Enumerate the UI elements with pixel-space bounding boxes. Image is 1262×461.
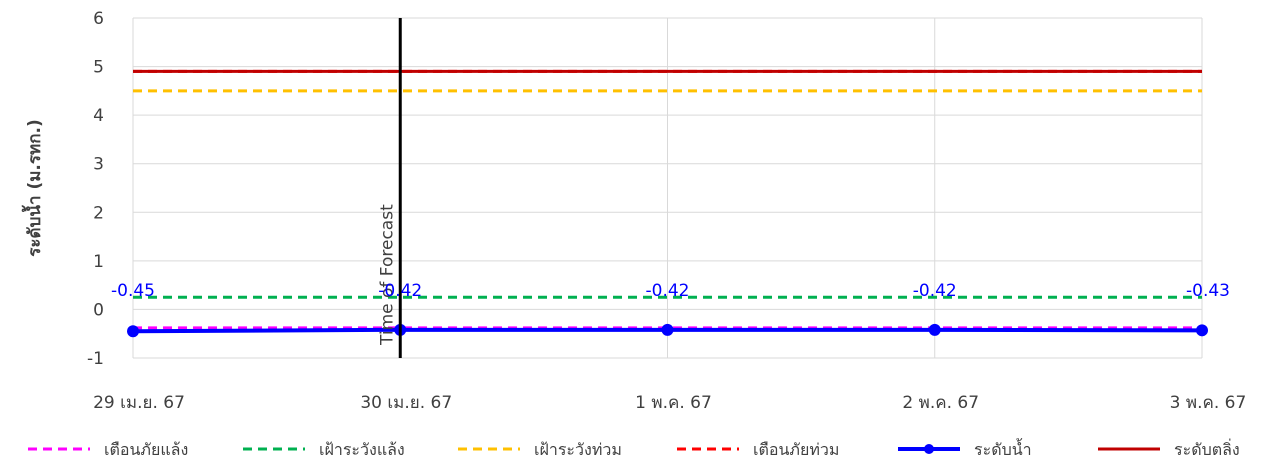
- legend-label: เตือนภัยแล้ง: [104, 440, 188, 459]
- y-tick-label: 3: [93, 155, 104, 175]
- data-point: [127, 325, 139, 338]
- grid: [132, 17, 1203, 359]
- data-label: -0.45: [111, 281, 155, 301]
- legend-label: เตือนภัยท่วม: [753, 440, 839, 459]
- x-tick-label: 2 พ.ค. 67: [902, 393, 979, 413]
- y-axis-ticks: -1 0 1 2 3 4 5 6: [87, 9, 104, 369]
- x-tick-label: 30 เม.ย. 67: [360, 393, 452, 413]
- x-tick-label: 1 พ.ค. 67: [635, 393, 712, 413]
- y-tick-label: 4: [93, 106, 104, 126]
- legend-label: ระดับตลิ่ง: [1174, 438, 1240, 459]
- y-tick-label: 6: [93, 9, 104, 29]
- forecast-label: Time of Forecast: [377, 204, 397, 346]
- data-point: [928, 323, 941, 336]
- legend-label: เฝ้าระวังท่วม: [534, 440, 622, 459]
- x-tick-label: 3 พ.ค. 67: [1170, 393, 1247, 413]
- data-label: -0.43: [1186, 281, 1230, 301]
- y-tick-label: -1: [87, 349, 104, 369]
- forecast-marker: Time of Forecast: [377, 18, 402, 358]
- data-labels: -0.45 -0.42 -0.42 -0.42 -0.43: [111, 281, 1230, 301]
- data-label: -0.42: [646, 281, 690, 301]
- y-tick-label: 1: [93, 252, 104, 272]
- y-tick-label: 5: [93, 58, 104, 78]
- x-tick-label: 29 เม.ย. 67: [93, 393, 185, 413]
- y-tick-label: 2: [93, 203, 104, 223]
- legend-marker: [924, 444, 934, 454]
- data-label: -0.42: [378, 281, 422, 301]
- y-axis-label: ระดับน้ำ (ม.รทก.): [21, 119, 45, 256]
- data-label: -0.42: [913, 281, 957, 301]
- legend-label: เฝ้าระวังแล้ง: [319, 440, 405, 459]
- data-point: [661, 323, 674, 336]
- data-point: [1196, 324, 1208, 337]
- series-layer: [127, 69, 1208, 338]
- legend-label: ระดับน้ำ: [974, 438, 1032, 459]
- y-tick-label: 0: [93, 300, 104, 320]
- legend: เตือนภัยแล้ง เฝ้าระวังแล้ง เฝ้าระวังท่วม เต…: [28, 438, 1240, 459]
- x-axis-ticks: 29 เม.ย. 67 30 เม.ย. 67 1 พ.ค. 67 2 พ.ค. 67…: [93, 393, 1246, 413]
